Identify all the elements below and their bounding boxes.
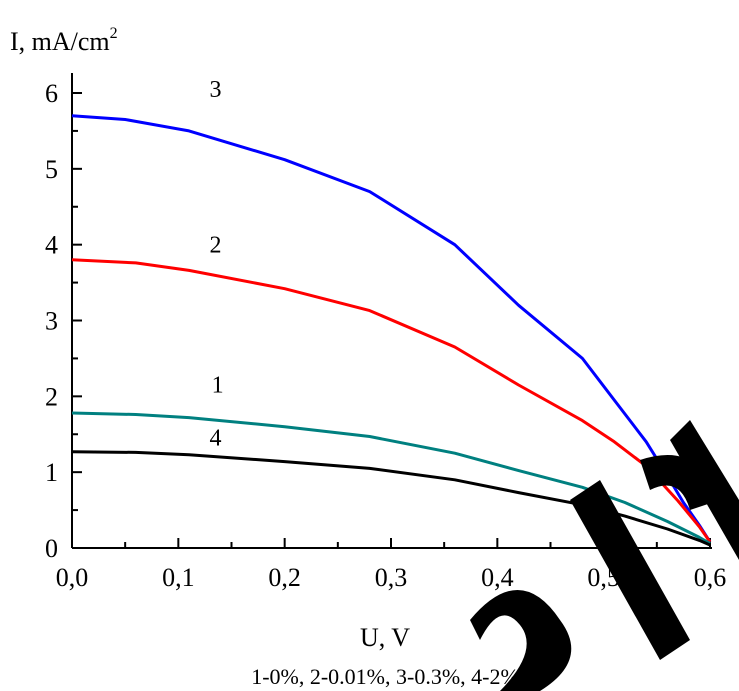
watermark-stroke-2 <box>570 480 690 660</box>
y-tick-label: 2 <box>45 382 58 411</box>
x-tick-label: 0,3 <box>375 563 408 592</box>
x-tick-label: 0,4 <box>481 563 514 592</box>
curve-label-2: 2 <box>210 232 222 258</box>
x-tick-label: 0,2 <box>268 563 301 592</box>
y-tick-label: 0 <box>45 534 58 563</box>
series-line-4 <box>71 450 711 547</box>
y-axis-label: I, mA/cm2 <box>10 25 118 56</box>
y-tick-label: 5 <box>45 155 58 184</box>
chart-caption: 1-0%, 2-0.01%, 3-0.3%, 4-2% <box>251 664 519 689</box>
curve-label-1: 1 <box>212 373 224 399</box>
x-tick-label: 0,1 <box>162 563 195 592</box>
y-axis-label-text: I, mA/cm <box>10 27 110 56</box>
curve-label-3: 3 <box>210 77 222 103</box>
watermark-stroke-4 <box>670 420 739 560</box>
watermark-stroke-1 <box>470 590 572 691</box>
x-tick-label: 0,0 <box>56 563 89 592</box>
y-axis-label-superscript: 2 <box>110 25 118 42</box>
y-tick-label: 6 <box>45 79 58 108</box>
y-tick-label: 4 <box>45 231 58 260</box>
series-line-1 <box>71 411 711 545</box>
series-line-3 <box>71 114 712 543</box>
series-line-2 <box>71 258 712 543</box>
y-tick-label: 1 <box>45 458 58 487</box>
x-axis-title: U, V <box>360 623 410 652</box>
series-group <box>71 114 712 547</box>
y-tick-label: 3 <box>45 307 58 336</box>
x-tick-label: 0,6 <box>694 563 727 592</box>
y-ticks: 0 1 2 3 4 5 6 <box>45 79 82 563</box>
y-axis-title: I, mA/cm2 <box>10 25 118 56</box>
curve-labels: 3 2 1 4 <box>210 77 224 452</box>
watermark <box>470 420 739 691</box>
curve-label-4: 4 <box>210 426 222 452</box>
x-ticks: 0,0 0,1 0,2 0,3 0,4 0,5 0,6 <box>56 538 727 592</box>
